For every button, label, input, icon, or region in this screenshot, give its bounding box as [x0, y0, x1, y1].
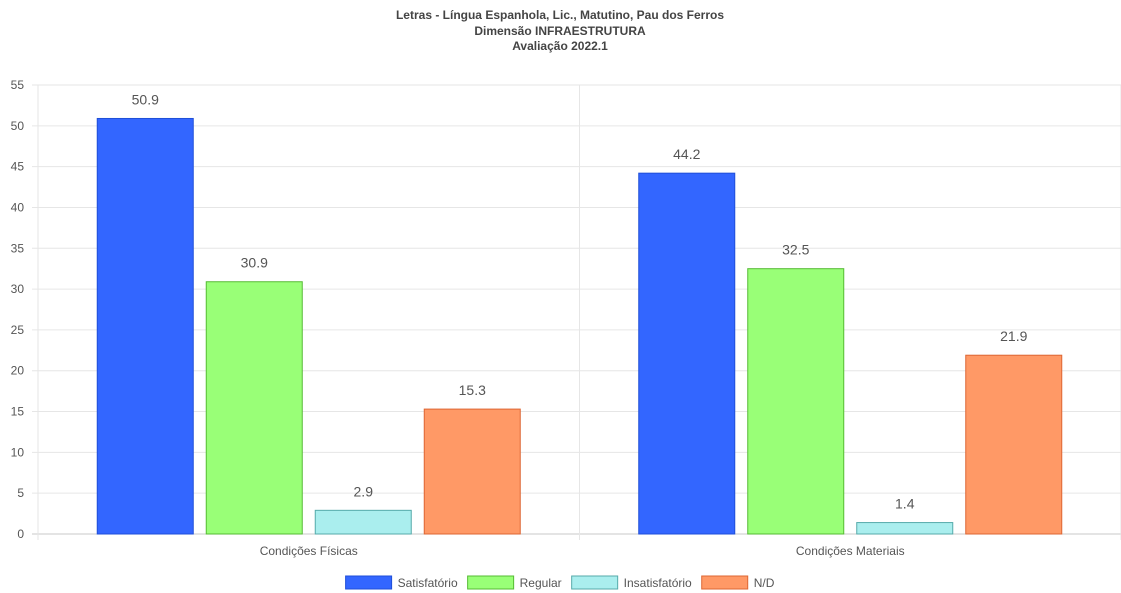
grid-lines [32, 84, 1121, 540]
bar-0-1 [638, 172, 736, 535]
legend-label[interactable]: Insatisfatório [624, 576, 692, 590]
legend-swatch[interactable] [571, 575, 619, 590]
y-tick-label: 50 [11, 119, 25, 133]
data-label: 30.9 [241, 255, 268, 271]
y-tick-label: 10 [11, 445, 25, 459]
data-label: 21.9 [1000, 328, 1027, 344]
bar-2-1 [856, 522, 954, 535]
y-tick-label: 40 [11, 200, 25, 214]
x-axis-categories: Condições Físicas Condições Materiais [260, 544, 905, 558]
y-tick-label: 20 [11, 364, 25, 378]
data-label: 2.9 [354, 483, 374, 499]
bar-0-0 [96, 117, 194, 535]
bar-2-0 [314, 509, 412, 535]
y-tick-label: 25 [11, 323, 25, 337]
data-label: 44.2 [673, 146, 700, 162]
y-tick-label: 5 [17, 486, 24, 500]
legend-label[interactable]: Satisfatório [398, 576, 458, 590]
chart-title-line-3: Avaliação 2022.1 [512, 39, 608, 53]
chart-title-line-2: Dimensão INFRAESTRUTURA [474, 24, 646, 38]
y-tick-label: 0 [17, 527, 24, 541]
bar-1-0 [205, 281, 303, 535]
y-tick-label: 15 [11, 405, 25, 419]
y-tick-label: 55 [11, 78, 25, 92]
legend-label[interactable]: N/D [754, 576, 775, 590]
chart-title-line-1: Letras - Língua Espanhola, Lic., Matutin… [396, 8, 724, 22]
data-label: 1.4 [895, 496, 915, 512]
category-label: Condições Materiais [796, 544, 905, 558]
y-tick-label: 45 [11, 160, 25, 174]
y-tick-label: 30 [11, 282, 25, 296]
legend-swatch[interactable] [701, 575, 749, 590]
data-label: 32.5 [782, 242, 809, 258]
chart-title: Letras - Língua Espanhola, Lic., Matutin… [396, 8, 724, 53]
bars [96, 117, 1063, 535]
legend-swatch[interactable] [467, 575, 515, 590]
bar-3-1 [965, 354, 1063, 535]
data-labels: 50.9 30.9 2.9 15.3 44.2 32.5 1.4 21.9 [132, 91, 1028, 511]
data-label: 15.3 [459, 382, 486, 398]
legend: Satisfatório Regular Insatisfatório N/D [345, 575, 775, 590]
data-label: 50.9 [132, 91, 159, 107]
y-tick-label: 35 [11, 241, 25, 255]
bar-3-0 [423, 408, 521, 535]
category-label: Condições Físicas [260, 544, 358, 558]
legend-swatch[interactable] [345, 575, 393, 590]
bar-1-1 [747, 268, 845, 535]
y-axis-ticks: 0 5 10 15 20 25 30 35 40 45 50 55 [11, 78, 25, 541]
legend-label[interactable]: Regular [520, 576, 562, 590]
